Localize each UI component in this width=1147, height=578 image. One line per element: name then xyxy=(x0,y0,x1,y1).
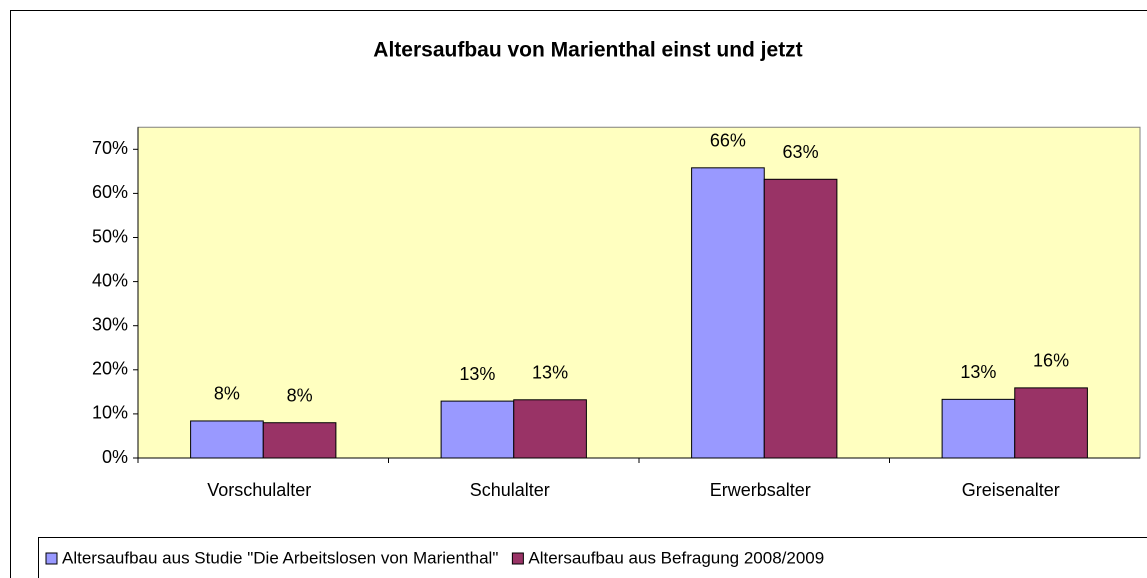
value-label: 66% xyxy=(710,131,746,151)
bar xyxy=(1014,387,1088,459)
value-label: 16% xyxy=(1033,351,1069,371)
y-tick-label: 0% xyxy=(102,447,128,467)
legend-swatch xyxy=(45,552,58,565)
value-label: 63% xyxy=(783,142,819,162)
y-tick-label: 10% xyxy=(92,403,128,423)
bar xyxy=(440,400,515,459)
bar xyxy=(691,167,765,459)
bar xyxy=(763,178,838,459)
value-label: 8% xyxy=(287,385,313,405)
legend-border xyxy=(38,537,1147,578)
y-tick-label: 40% xyxy=(92,270,128,290)
legend-label: Altersaufbau aus Befragung 2008/2009 xyxy=(528,548,824,567)
chart-title: Altersaufbau von Marienthal einst und je… xyxy=(373,39,802,62)
value-label: 13% xyxy=(532,363,568,383)
legend: Altersaufbau aus Studie "Die Arbeitslose… xyxy=(38,537,1147,578)
x-tick-label: Greisenalter xyxy=(962,480,1060,500)
x-tick-label: Erwerbsalter xyxy=(710,480,811,500)
bar xyxy=(190,420,264,459)
value-label: 13% xyxy=(960,362,996,382)
y-tick-label: 20% xyxy=(92,359,128,379)
y-tick-label: 30% xyxy=(92,314,128,334)
x-tick-label: Vorschulalter xyxy=(207,480,311,500)
legend-swatch xyxy=(511,552,524,565)
y-tick-label: 50% xyxy=(92,226,128,246)
y-tick-label: 60% xyxy=(92,182,128,202)
plot-area: 0% 10% 20% 30% 40% 50% 60% 70% Vorschulalter 8% 8%… xyxy=(92,126,1141,500)
value-label: 8% xyxy=(214,384,240,404)
bar xyxy=(941,398,1016,459)
x-tick-label: Schulalter xyxy=(470,480,550,500)
y-tick-label: 70% xyxy=(92,138,128,158)
legend-label: Altersaufbau aus Studie "Die Arbeitslose… xyxy=(62,548,498,567)
bar xyxy=(513,399,587,459)
value-label: 13% xyxy=(459,364,495,384)
bar xyxy=(262,422,337,459)
